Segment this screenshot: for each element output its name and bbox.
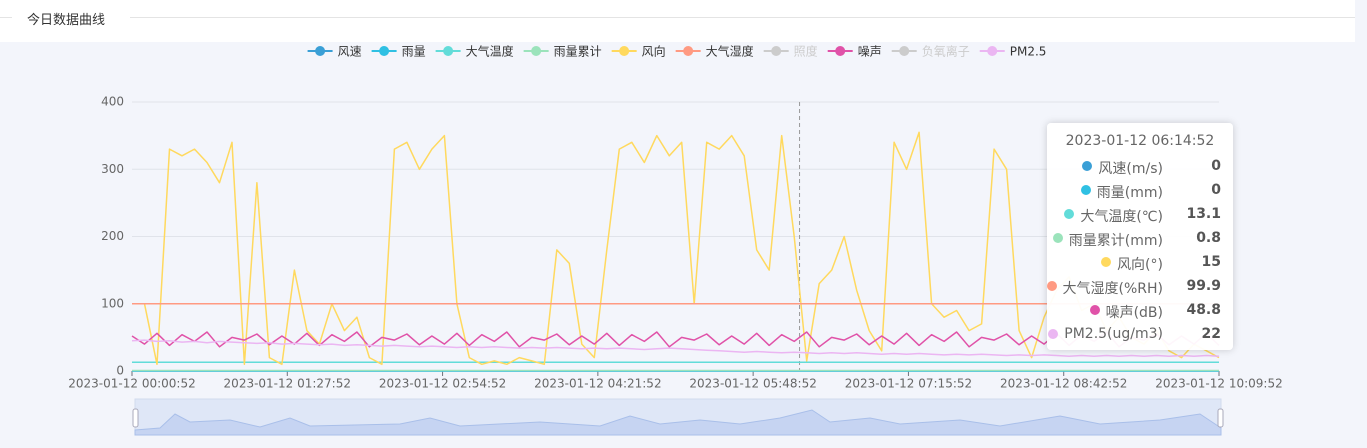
legend-marker — [619, 46, 630, 56]
legend-item[interactable]: PM2.5 — [979, 45, 1047, 59]
legend-marker — [987, 46, 998, 56]
legend-item[interactable]: 雨量 — [371, 45, 426, 59]
tooltip-marker — [1101, 257, 1111, 267]
series-line — [132, 131, 1220, 366]
legend-item[interactable]: 风向 — [611, 44, 666, 59]
legend-label: 雨量 — [402, 45, 426, 59]
tooltip-row: 噪声(dB) 48.8 — [1047, 299, 1233, 323]
tooltip-label: 大气湿度(%RH) — [1062, 281, 1163, 297]
legend-item[interactable]: 噪声 — [827, 45, 882, 59]
tooltip-value: 13.1 — [1186, 206, 1221, 222]
legend-label: 雨量累计 — [554, 45, 602, 59]
x-tick-label: 2023-01-12 05:48:52 — [689, 377, 816, 391]
data-zoom[interactable] — [132, 398, 1224, 436]
tooltip-value: 0 — [1211, 182, 1221, 198]
y-tick-label: 200 — [101, 229, 124, 243]
legend-label: 风向 — [642, 44, 666, 59]
tooltip-row: PM2.5(ug/m3) 22 — [1047, 323, 1233, 347]
legend-marker — [443, 46, 454, 56]
legend-marker — [835, 46, 846, 56]
tooltip-value: 0.8 — [1196, 230, 1221, 246]
x-tick-label: 2023-01-12 10:09:52 — [1155, 377, 1282, 391]
legend-label: 负氧离子 — [922, 44, 970, 59]
tooltip-value: 22 — [1201, 326, 1221, 342]
x-tick-label: 2023-01-12 08:42:52 — [1000, 377, 1127, 391]
tooltip-value: 0 — [1211, 158, 1221, 174]
tooltip-label: 噪声(dB) — [1105, 305, 1163, 321]
tooltip-value: 99.9 — [1186, 278, 1221, 294]
legend-label: 大气温度 — [466, 44, 514, 59]
tooltip-time: 2023-01-12 06:14:52 — [1065, 133, 1215, 149]
panel-title: 今日数据曲线 — [27, 13, 106, 28]
panel-header: 今日数据曲线 — [0, 0, 1355, 42]
legend-marker — [683, 46, 694, 56]
legend-marker — [771, 46, 782, 56]
tooltip-marker — [1047, 281, 1057, 291]
tooltip-label: 风向(°) — [1117, 257, 1163, 273]
x-tick-label: 2023-01-12 07:15:52 — [845, 377, 972, 391]
tooltip-row: 大气温度(℃) 13.1 — [1047, 203, 1233, 227]
y-tick-label: 400 — [101, 95, 124, 109]
tooltip-label: 风速(m/s) — [1098, 161, 1163, 177]
tooltip-marker — [1081, 185, 1091, 195]
y-tick-label: 100 — [101, 296, 124, 310]
tooltip-label: 雨量累计(mm) — [1068, 233, 1163, 249]
y-tick-label: 0 — [116, 364, 124, 378]
tooltip-value: 48.8 — [1186, 302, 1221, 318]
tooltip-value: 15 — [1201, 254, 1221, 270]
legend-marker — [315, 46, 326, 56]
x-tick-label: 2023-01-12 04:21:52 — [534, 377, 661, 391]
series-line — [131, 339, 1220, 357]
x-tick-label: 2023-01-12 00:00:52 — [68, 377, 195, 391]
legend-marker — [531, 46, 542, 56]
legend-marker — [899, 46, 910, 56]
x-tick-label: 2023-01-12 01:27:52 — [224, 377, 351, 391]
tooltip-row: 风向(°) 15 — [1047, 251, 1233, 275]
legend-label: PM2.5 — [1010, 45, 1047, 59]
y-tick-label: 300 — [101, 162, 124, 176]
tooltip-row: 雨量累计(mm) 0.8 — [1047, 227, 1233, 251]
series-line — [131, 331, 1220, 348]
legend-item[interactable]: 雨量累计 — [523, 45, 602, 59]
tooltip-marker — [1064, 209, 1074, 219]
tooltip-marker — [1090, 305, 1100, 315]
legend-item[interactable]: 风速 — [307, 45, 362, 59]
tooltip-marker — [1053, 233, 1063, 243]
legend: 风速 雨量 大气温度 雨量累计 风向 大气湿度 照度 噪声 负氧离子 PM2.5 — [307, 44, 1047, 59]
legend-label: 大气湿度 — [706, 44, 754, 59]
legend-item[interactable]: 大气湿度 — [675, 44, 754, 59]
legend-item[interactable]: 照度 — [763, 44, 818, 59]
tooltip-marker — [1082, 161, 1092, 171]
tooltip-row: 风速(m/s) 0 — [1047, 155, 1233, 179]
legend-label: 风速 — [338, 45, 362, 59]
tooltip: 2023-01-12 06:14:52 风速(m/s) 0 雨量(mm) 0 大气温度(… — [1047, 123, 1233, 350]
legend-item[interactable]: 负氧离子 — [891, 44, 970, 59]
legend-item[interactable]: 大气温度 — [435, 44, 514, 59]
legend-label: 噪声 — [858, 45, 882, 59]
tooltip-label: 雨量(mm) — [1096, 185, 1163, 201]
tooltip-row: 雨量(mm) 0 — [1047, 179, 1233, 203]
tooltip-label: 大气温度(℃) — [1080, 209, 1163, 225]
legend-marker — [379, 46, 390, 56]
legend-label: 照度 — [794, 44, 818, 59]
x-tick-label: 2023-01-12 02:54:52 — [379, 377, 506, 391]
tooltip-marker — [1048, 329, 1058, 339]
tooltip-label: PM2.5(ug/m3) — [1064, 326, 1163, 342]
tooltip-row: 大气湿度(%RH) 99.9 — [1047, 275, 1233, 299]
